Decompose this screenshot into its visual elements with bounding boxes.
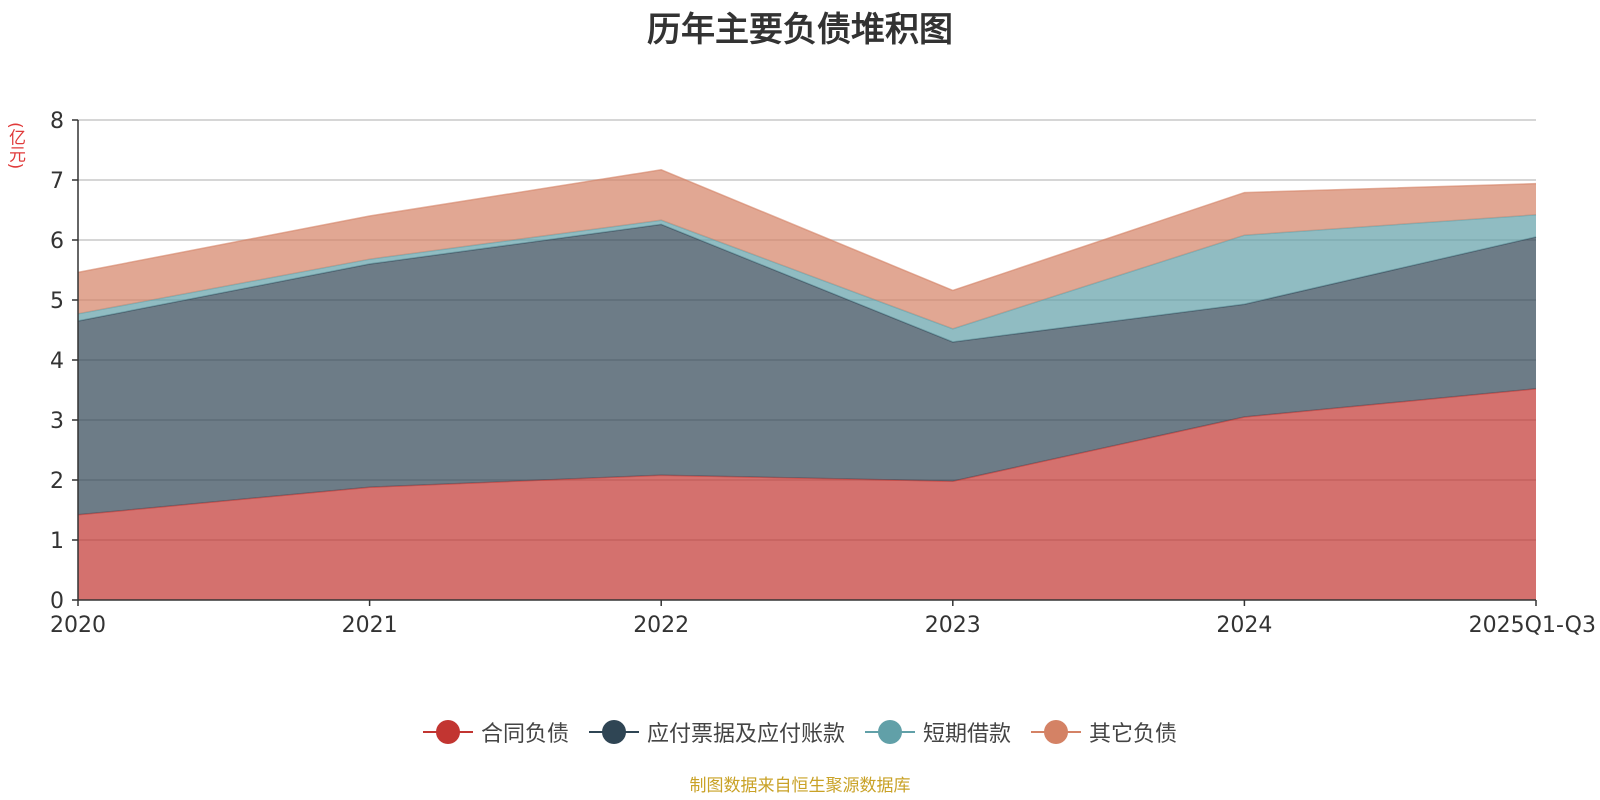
legend-swatch	[588, 720, 639, 744]
y-tick-label: 6	[50, 229, 64, 254]
legend-label: 短期借款	[923, 722, 1012, 747]
x-tick-label: 2024	[1216, 613, 1272, 638]
area-短期借款	[78, 214, 1536, 342]
y-tick-label: 2	[50, 469, 64, 494]
legend-item[interactable]: 短期借款	[865, 716, 1011, 748]
legend-item[interactable]: 应付票据及应付账款	[588, 716, 845, 748]
y-tick-labels: 0 1 2 3 4 5 6 7 8	[50, 109, 78, 614]
legend-item[interactable]: 其它负债	[1031, 716, 1177, 748]
chart-title: 历年主要负债堆积图	[647, 10, 953, 50]
y-tick-label: 5	[50, 289, 64, 314]
legend-swatch	[865, 720, 915, 744]
y-tick-label: 8	[50, 109, 64, 134]
legend: 合同负债 应付票据及应付账款 短期借款 其它负债	[0, 716, 1600, 748]
legend-dot	[1044, 720, 1069, 744]
plot-area: 0 1 2 3 4 5 6 7 8 2020 2021 2022 2023 2024 2025Q1-Q3	[50, 109, 1596, 638]
area-series	[77, 169, 1537, 600]
legend-swatch	[1031, 720, 1082, 744]
area-其它负债	[78, 169, 1536, 329]
y-tick-label: 0	[50, 589, 64, 614]
y-axis-unit-label: (亿元)	[5, 122, 25, 170]
x-tick-label: 2023	[925, 613, 981, 638]
source-note: 制图数据来自恒生聚源数据库	[689, 776, 911, 796]
x-tick-labels: 2020 2021 2022 2023 2024 2025Q1-Q3	[50, 600, 1596, 638]
y-tick-label: 1	[50, 529, 64, 554]
y-tick-label: 4	[50, 349, 64, 374]
area-应付票据及应付账款	[78, 224, 1536, 515]
legend-dot	[435, 720, 460, 744]
legend-item[interactable]: 合同负债	[422, 716, 569, 748]
area-edge-其它负债	[77, 169, 1537, 292]
legend-label: 合同负债	[480, 722, 569, 747]
y-tick-label: 3	[50, 409, 64, 434]
legend-dot	[601, 720, 626, 744]
x-tick-label: 2021	[342, 613, 398, 638]
legend-swatch	[422, 720, 473, 744]
legend-dot	[878, 720, 902, 744]
y-tick-label: 7	[50, 169, 64, 194]
x-tick-label: 2022	[633, 613, 689, 638]
legend-label: 应付票据及应付账款	[646, 722, 845, 747]
x-tick-label: 2020	[50, 613, 106, 638]
area-合同负债	[78, 388, 1536, 600]
legend-label: 其它负债	[1089, 722, 1178, 747]
x-tick-label: 2025Q1-Q3	[1469, 613, 1596, 638]
